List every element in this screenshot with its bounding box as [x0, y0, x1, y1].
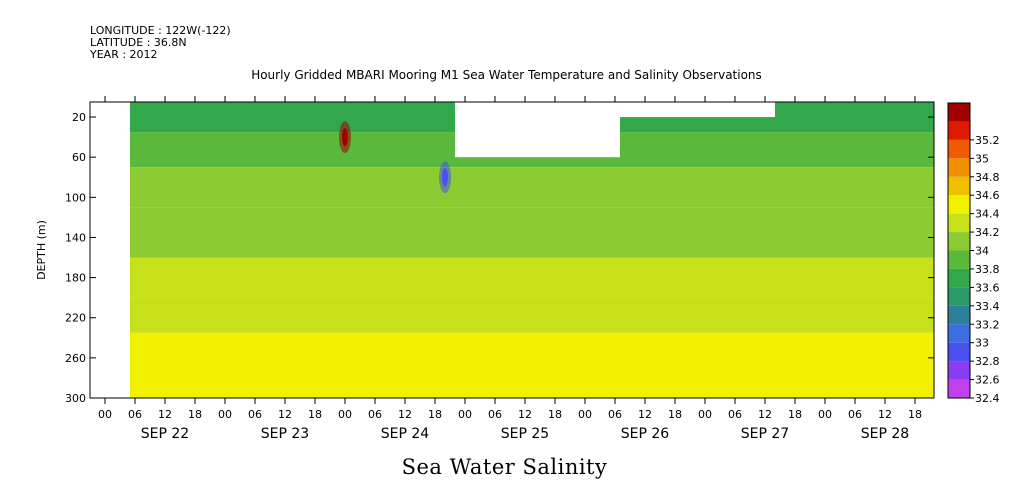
colorbar-label: 34 [975, 245, 989, 258]
x-tick-label: 12 [278, 408, 292, 421]
latitude-label: LATITUDE : 36.8N [90, 36, 187, 49]
x-tick-label: 18 [548, 408, 562, 421]
colorbar-segment [948, 232, 970, 251]
x-tick-label: 12 [758, 408, 772, 421]
x-tick-label: 06 [848, 408, 862, 421]
y-tick-label: 260 [65, 352, 86, 365]
plot-area [89, 101, 935, 399]
x-day-label: SEP 22 [141, 426, 189, 442]
colorbar-label: 34.2 [975, 226, 1000, 239]
x-tick-label: 00 [698, 408, 712, 421]
x-tick-label: 18 [308, 408, 322, 421]
x-tick-label: 18 [428, 408, 442, 421]
salinity-anomaly [342, 128, 348, 147]
colorbar-segment [948, 305, 970, 325]
colorbar-label: 35 [975, 152, 989, 165]
salinity-layer [130, 297, 934, 333]
colorbar-label: 32.8 [975, 355, 1000, 368]
colorbar-label: 32.4 [975, 392, 1000, 405]
x-axis: 00 06 12 18 00 06 12 18 00 06 12 18 00 06 12 18 00 06 12 18… [98, 96, 922, 442]
year-label: YEAR : 2012 [90, 48, 158, 61]
x-tick-label: 12 [638, 408, 652, 421]
y-tick-label: 220 [65, 312, 86, 325]
missing-data-region [455, 102, 620, 158]
missing-data-region [620, 102, 775, 118]
x-tick-label: 06 [728, 408, 742, 421]
x-day-label: SEP 23 [261, 426, 309, 442]
y-tick-label: 60 [72, 151, 86, 164]
x-tick-label: 00 [338, 408, 352, 421]
y-axis: 20 60 100 140 180 220 260 300 DEPTH (m) [35, 111, 934, 405]
longitude-label: LONGITUDE : 122W(-122) [90, 24, 231, 37]
plot-frame [89, 101, 935, 399]
x-tick-label: 06 [368, 408, 382, 421]
colorbar-segment [948, 121, 970, 140]
colorbar-segment [948, 195, 970, 214]
colorbar-segment [948, 342, 970, 362]
x-tick-label: 12 [158, 408, 172, 421]
colorbar-segment [948, 361, 970, 380]
colorbar-segment [948, 287, 970, 306]
x-tick-label: 06 [488, 408, 502, 421]
colorbar-label: 33.6 [975, 281, 1000, 294]
x-tick-label: 12 [518, 408, 532, 421]
x-day-label: SEP 25 [501, 426, 549, 442]
x-day-label: SEP 28 [861, 426, 909, 442]
x-tick-label: 00 [818, 408, 832, 421]
x-tick-label: 00 [98, 408, 112, 421]
x-tick-label: 18 [188, 408, 202, 421]
colorbar-label: 34.8 [975, 171, 1000, 184]
y-tick-label: 300 [65, 392, 86, 405]
colorbar-segment [948, 250, 970, 269]
x-tick-label: 18 [788, 408, 802, 421]
x-tick-label: 00 [218, 408, 232, 421]
colorbar-segment [948, 139, 970, 159]
colorbar-segment [948, 268, 970, 288]
colorbar-label: 33.8 [975, 263, 1000, 276]
colorbar-segment [948, 324, 970, 343]
colorbar-label: 34.4 [975, 208, 1000, 221]
y-tick-label: 100 [65, 191, 86, 204]
x-day-label: SEP 27 [741, 426, 789, 442]
colorbar: 32.4 32.6 32.8 33 33.2 33.4 33.6 33.8 34 34.2 34.4… [947, 102, 1000, 405]
y-axis-label: DEPTH (m) [35, 220, 48, 280]
salinity-layer [130, 332, 934, 398]
x-tick-label: 00 [578, 408, 592, 421]
x-tick-label: 06 [248, 408, 262, 421]
variable-label: Sea Water Salinity [401, 455, 608, 479]
y-tick-label: 140 [65, 231, 86, 244]
y-tick-label: 20 [72, 111, 86, 124]
salinity-anomaly [442, 168, 448, 187]
y-tick-label: 180 [65, 272, 86, 285]
x-tick-label: 12 [398, 408, 412, 421]
colorbar-label: 34.6 [975, 189, 1000, 202]
colorbar-label: 33.4 [975, 300, 1000, 313]
x-day-label: SEP 24 [381, 426, 430, 442]
colorbar-label: 35.2 [975, 134, 1000, 147]
colorbar-segment [948, 158, 970, 177]
x-tick-label: 06 [608, 408, 622, 421]
colorbar-label: 33 [975, 337, 989, 350]
chart-title: Hourly Gridded MBARI Mooring M1 Sea Wate… [251, 68, 762, 82]
colorbar-segment [948, 213, 970, 233]
colorbar-segment [948, 379, 970, 398]
colorbar-segment [948, 176, 970, 196]
x-tick-label: 00 [458, 408, 472, 421]
salinity-layer [130, 207, 934, 258]
colorbar-segment [948, 103, 970, 122]
salinity-layer [130, 257, 934, 298]
x-tick-label: 12 [878, 408, 892, 421]
x-tick-label: 18 [908, 408, 922, 421]
x-day-label: SEP 26 [621, 426, 670, 442]
salinity-layer [130, 167, 934, 208]
x-tick-label: 18 [668, 408, 682, 421]
colorbar-label: 32.6 [975, 374, 1000, 387]
x-tick-label: 06 [128, 408, 142, 421]
colorbar-label: 33.2 [975, 318, 1000, 331]
